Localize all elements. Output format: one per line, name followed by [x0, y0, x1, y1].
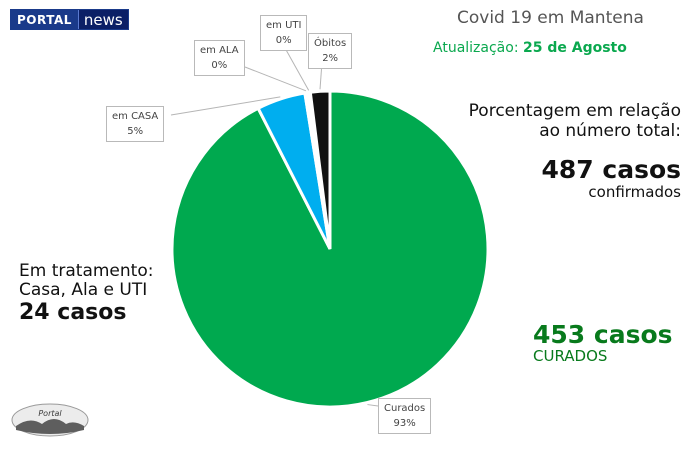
footer-logo-text: Portal — [38, 409, 62, 418]
leader-line-em-casa — [170, 96, 281, 116]
portal-news-logo: PORTAL news — [10, 9, 129, 30]
callout-curados-label: Curados — [384, 403, 426, 414]
logo-news-text: news — [77, 10, 128, 29]
update-label: Atualização: — [433, 40, 519, 56]
update-line: Atualização: 25 de Agosto — [433, 40, 627, 56]
callout-obitos-label: Óbitos — [314, 38, 347, 49]
callout-uti-label: em UTI — [266, 20, 302, 31]
callout-uti: em UTI 0% — [260, 15, 308, 51]
percentage-caption-line2: ao número total: — [539, 121, 681, 141]
treatment-block: Em tratamento: Casa, Ala e UTI 24 casos — [19, 262, 153, 326]
total-cases-block: 487 casos confirmados — [541, 155, 681, 202]
percentage-caption: Porcentagem em relação ao número total: — [469, 101, 681, 141]
callout-casa: em CASA 5% — [106, 106, 165, 142]
total-cases-count: 487 casos — [541, 155, 681, 184]
cured-block: 453 casos CURADOS — [533, 320, 673, 365]
leader-line-em-uti — [284, 47, 310, 91]
callout-curados: Curados 93% — [378, 398, 432, 434]
update-date: 25 de Agosto — [523, 40, 627, 56]
leader-line-em-ala — [244, 66, 307, 92]
callout-casa-value: 5% — [127, 126, 144, 137]
total-cases-label: confirmados — [588, 183, 681, 201]
treatment-cases-count: 24 casos — [19, 300, 127, 325]
chart-title: Covid 19 em Mantena — [457, 8, 644, 28]
callout-ala-value: 0% — [211, 60, 228, 71]
callout-casa-label: em CASA — [112, 111, 159, 122]
callout-obitos-value: 2% — [322, 53, 339, 64]
callout-ala-label: em ALA — [200, 45, 239, 56]
callout-curados-value: 93% — [393, 418, 416, 429]
logo-portal-text: PORTAL — [11, 10, 78, 29]
portal-footer-logo: Portal — [11, 403, 89, 437]
cured-cases-label: CURADOS — [533, 347, 608, 365]
percentage-caption-line1: Porcentagem em relação — [468, 101, 681, 121]
treatment-line2: Casa, Ala e UTI — [19, 280, 148, 300]
pie-slice--bitos — [308, 89, 332, 250]
treatment-line1: Em tratamento: — [19, 261, 154, 281]
callout-obitos: Óbitos 2% — [308, 33, 353, 69]
cured-cases-count: 453 casos — [533, 320, 673, 349]
callout-uti-value: 0% — [275, 35, 292, 46]
callout-ala: em ALA 0% — [194, 40, 245, 76]
leader-line-curados — [367, 404, 379, 407]
